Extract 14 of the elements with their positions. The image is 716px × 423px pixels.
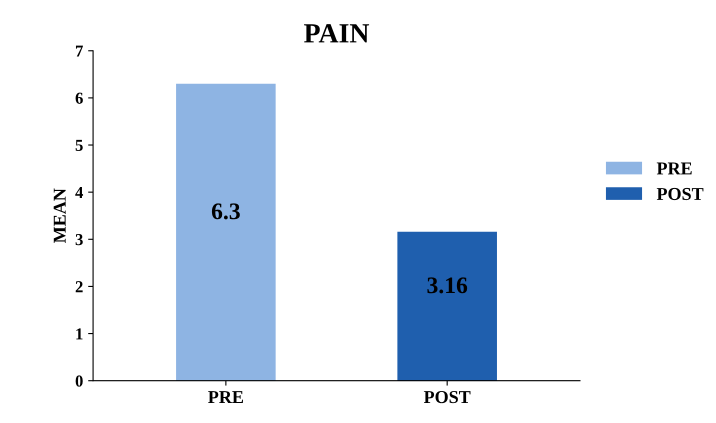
y-tick-label: 6 (76, 92, 83, 104)
y-tick-label: 4 (75, 186, 84, 198)
y-tick-label: 1 (76, 328, 82, 340)
y-tick-label: 7 (76, 46, 83, 57)
data-label: 3.16 (427, 277, 468, 294)
y-tick-label: 3 (76, 234, 83, 246)
y-tick-label: 2 (76, 281, 83, 292)
legend-label: POST (656, 188, 704, 200)
chart-title: PAIN (304, 24, 370, 42)
y-tick-label: 5 (76, 140, 83, 151)
legend-label: PRE (656, 162, 692, 174)
y-tick-label: 0 (76, 375, 83, 387)
y-axis-title: MEAN (54, 188, 66, 244)
data-label: 6.3 (212, 203, 240, 220)
